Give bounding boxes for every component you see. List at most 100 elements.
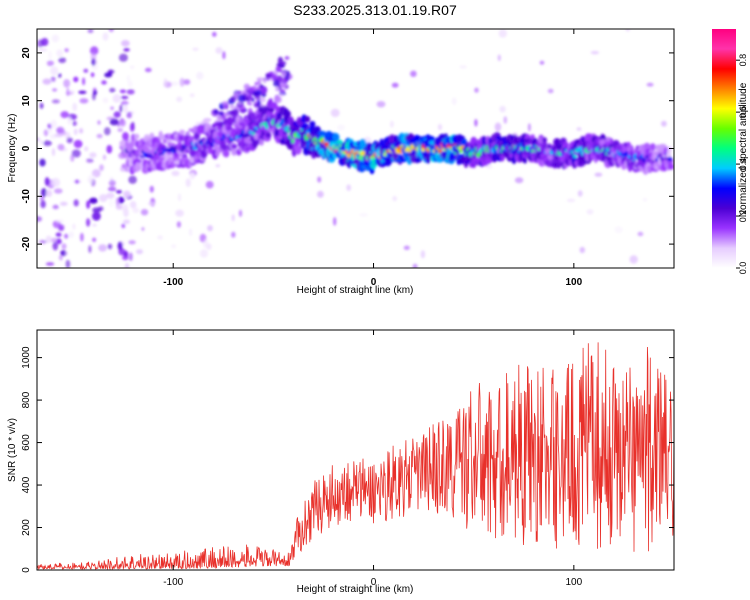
spectrogram-speckle	[43, 140, 52, 146]
spectrogram-ridge-halo	[500, 154, 505, 162]
spectrogram-speckle	[263, 77, 267, 84]
spectrogram-speckle	[102, 32, 109, 41]
spectrogram-ridge-halo	[628, 144, 633, 151]
snr-series-line	[37, 342, 674, 570]
snr-y-ticks: 0 200 400 600 800 1000	[21, 346, 674, 573]
spectrogram-speckle	[279, 93, 285, 97]
spectrogram-speckle	[39, 140, 44, 145]
spectrogram-speckle	[238, 209, 243, 217]
spectrogram-speckle	[359, 213, 369, 217]
snr-y-axis-label: SNR (10 * v/v)	[7, 418, 18, 482]
spectrogram-speckle	[637, 231, 644, 237]
spectrogram-speckle	[72, 120, 77, 127]
spectrogram-speckle	[73, 199, 79, 207]
spectrogram-x-tick-label: 0	[371, 277, 377, 288]
spectrogram-y-tick-label: 10	[21, 95, 32, 107]
spectrogram-speckle	[98, 244, 107, 252]
spectrogram-ridge-halo	[492, 151, 499, 162]
spectrogram-speckle	[78, 90, 87, 95]
spectrogram-speckle	[231, 214, 235, 222]
spectrogram-speckle	[42, 78, 52, 85]
spectrogram-speckle	[451, 97, 457, 105]
spectrogram-speckle	[120, 95, 129, 100]
spectrogram-speckle	[44, 177, 50, 186]
spectrogram-speckle	[59, 201, 68, 206]
spectrogram-speckle	[79, 98, 89, 104]
spectrogram-speckle	[176, 96, 183, 103]
spectrogram-speckle	[73, 139, 83, 149]
spectrogram-speckle	[594, 172, 603, 177]
spectrogram-speckle	[213, 109, 219, 115]
spectrogram-speckle	[282, 77, 288, 85]
spectrogram-speckle	[185, 178, 191, 187]
spectrogram-speckle	[115, 197, 120, 206]
spectrogram-speckle	[391, 82, 399, 88]
spectrogram-speckle	[218, 111, 224, 116]
snr-x-tick-label: -100	[163, 577, 183, 588]
spectrogram-speckle	[51, 177, 61, 187]
spectrogram-speckle	[539, 60, 545, 65]
spectrogram-speckle	[89, 197, 98, 204]
spectrogram-speckle	[73, 128, 78, 135]
snr-y-tick-label: 600	[21, 434, 32, 451]
spectrogram-speckle	[90, 72, 95, 78]
spectrogram-speckle	[101, 80, 107, 85]
spectrogram-speckle	[47, 50, 53, 60]
spectrogram-speckle	[92, 237, 97, 242]
spectrogram-speckle	[127, 80, 133, 88]
spectrogram-speckle	[99, 164, 104, 172]
spectrogram-speckle	[121, 204, 129, 213]
spectrogram-x-axis-label: Height of straight line (km)	[297, 285, 414, 296]
spectrogram-ridge-core	[459, 149, 463, 153]
spectrogram-ridge-halo	[379, 138, 384, 148]
spectrogram-x-tick-label: 100	[565, 277, 582, 288]
spectrogram-speckle	[124, 262, 130, 268]
spectrogram-speckle	[129, 122, 135, 132]
spectrogram-speckle	[66, 87, 70, 97]
spectrogram-speckle	[75, 179, 79, 184]
spectrogram-speckle	[223, 112, 230, 117]
spectrogram-speckle	[189, 93, 195, 98]
spectrogram-speckle	[68, 231, 74, 239]
spectrogram-speckle	[412, 263, 418, 268]
spectrogram-speckle	[52, 204, 59, 210]
spectrogram-speckle	[176, 221, 181, 228]
spectrogram-speckle	[92, 92, 96, 101]
spectrogram-speckle	[104, 72, 113, 78]
spectrogram-speckle	[84, 146, 89, 152]
spectrogram-speckle	[58, 223, 65, 231]
spectrogram-speckle	[88, 174, 96, 178]
spectrogram-speckle	[55, 219, 64, 223]
spectrogram-speckle	[629, 255, 638, 264]
spectrogram-ridge-halo	[650, 144, 656, 152]
spectrogram-speckle	[102, 97, 109, 104]
spectrogram-speckle	[337, 124, 345, 131]
spectrogram-speckle	[126, 111, 132, 119]
spectrogram-ridge-core	[383, 152, 388, 157]
spectrogram-speckle	[514, 177, 524, 184]
spectrogram-speckle	[39, 158, 46, 167]
spectrogram-x-tick-label: -100	[163, 277, 183, 288]
spectrogram-speckle	[87, 177, 93, 184]
colorbar-tick-label: 0.0	[738, 262, 748, 275]
spectrogram-speckle	[80, 232, 84, 242]
spectrogram-ridge-halo	[388, 134, 396, 144]
spectrogram-speckle	[123, 105, 128, 114]
spectrogram-speckle	[170, 81, 179, 86]
spectrogram-speckle	[41, 188, 47, 198]
colorbar-ticks: 0.0 0.2 0.4 0.6 0.8	[736, 54, 748, 274]
spectrogram-speckle	[55, 232, 62, 237]
spectrogram-speckle	[86, 218, 91, 227]
spectrogram-speckle	[577, 190, 583, 197]
spectrogram-speckle	[175, 209, 184, 217]
spectrogram-speckle	[63, 233, 69, 239]
spectrogram-ridge-halo	[365, 165, 371, 171]
spectrogram-speckle	[99, 194, 108, 203]
spectrogram-ridge-halo	[318, 130, 327, 136]
spectrogram-speckle	[614, 226, 623, 234]
spectrogram-speckle	[547, 88, 554, 94]
spectrogram-speckle	[71, 149, 81, 158]
snr-y-tick-label: 800	[21, 391, 32, 408]
spectrogram-speckle	[189, 228, 193, 237]
